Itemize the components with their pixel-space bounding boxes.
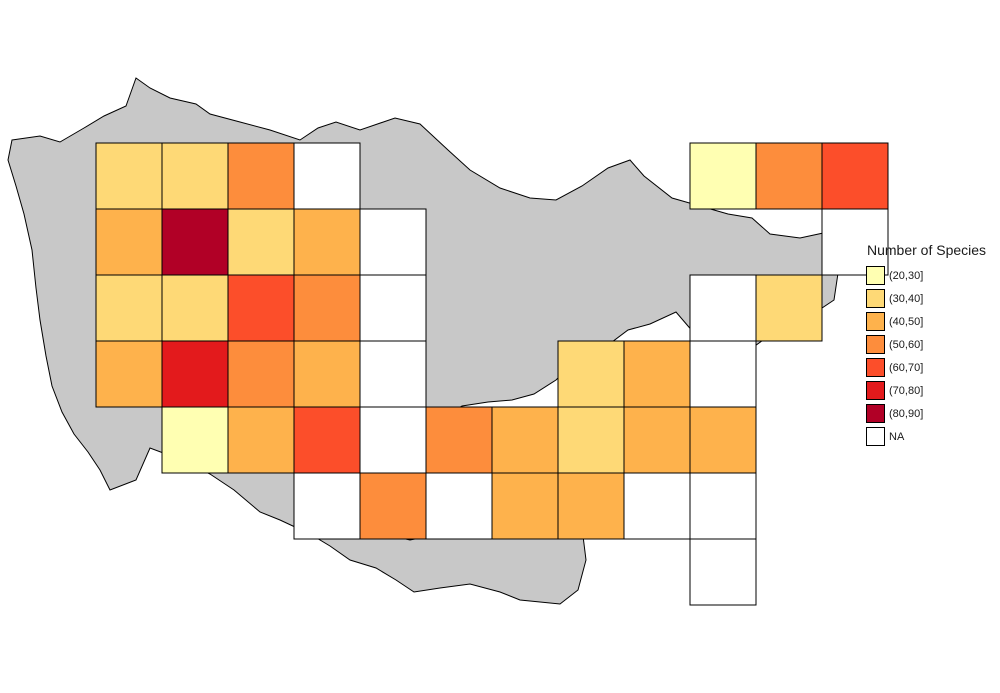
legend-swatch — [866, 312, 885, 331]
map-legend: Number of Species (20,30] (30,40] (40,50](… — [866, 242, 986, 448]
grid-cell — [425, 472, 493, 540]
grid-cell — [359, 406, 427, 474]
grid-cell — [161, 208, 229, 276]
legend-swatch — [866, 404, 885, 423]
grid-cell — [359, 472, 427, 540]
grid-cell — [425, 406, 493, 474]
grid-cell — [95, 208, 163, 276]
grid-cell — [293, 406, 361, 474]
grid-cell — [95, 274, 163, 342]
legend-label: (40,50] — [889, 315, 924, 328]
legend-title: Number of Species — [867, 242, 987, 258]
grid-cell — [359, 208, 427, 276]
legend-label: (30,40] — [889, 292, 924, 305]
grid-cell — [161, 274, 229, 342]
grid-cell — [227, 406, 295, 474]
grid-cell — [491, 472, 559, 540]
legend-items: (20,30] (30,40] (40,50] (50,60] (60,70] (70,8… — [866, 264, 986, 448]
grid-cell — [161, 406, 229, 474]
grid-cell — [821, 142, 889, 210]
legend-swatch — [866, 335, 885, 354]
grid-cell — [161, 340, 229, 408]
grid-cell — [227, 142, 295, 210]
grid-cell — [623, 406, 691, 474]
legend-swatch — [866, 358, 885, 377]
grid-cell — [293, 208, 361, 276]
grid-cell — [227, 274, 295, 342]
legend-item: (20,30] — [866, 264, 986, 287]
grid-cell — [689, 472, 757, 540]
legend-swatch — [866, 266, 885, 285]
legend-label: (80,90] — [889, 407, 924, 420]
legend-label: (20,30] — [889, 269, 924, 282]
grid-cell — [95, 142, 163, 210]
grid-cell — [623, 340, 691, 408]
grid-cell — [821, 208, 889, 276]
legend-swatch — [866, 427, 885, 446]
grid-cells — [95, 142, 889, 606]
grid-cell — [293, 340, 361, 408]
legend-item: (70,80] — [866, 379, 986, 402]
legend-label: (50,60] — [889, 338, 924, 351]
grid-cell — [689, 274, 757, 342]
grid-cell — [557, 340, 625, 408]
grid-cell — [293, 274, 361, 342]
legend-item: (50,60] — [866, 333, 986, 356]
grid-cell — [359, 340, 427, 408]
legend-item: (30,40] — [866, 287, 986, 310]
grid-cell — [689, 538, 757, 606]
legend-item: NA — [866, 425, 986, 448]
legend-swatch — [866, 381, 885, 400]
grid-cell — [359, 274, 427, 342]
grid-cell — [293, 142, 361, 210]
grid-cell — [293, 472, 361, 540]
legend-label: NA — [889, 430, 905, 443]
grid-cell — [227, 208, 295, 276]
grid-cell — [161, 142, 229, 210]
grid-cell — [689, 142, 757, 210]
grid-cell — [557, 406, 625, 474]
grid-cell — [227, 340, 295, 408]
legend-item: (60,70] — [866, 356, 986, 379]
grid-cell — [755, 274, 823, 342]
legend-item: (80,90] — [866, 402, 986, 425]
legend-label: (70,80] — [889, 384, 924, 397]
grid-cell — [623, 472, 691, 540]
grid-cell — [689, 340, 757, 408]
grid-cell — [755, 142, 823, 210]
legend-item: (40,50] — [866, 310, 986, 333]
grid-cell — [491, 406, 559, 474]
legend-label: (60,70] — [889, 361, 924, 374]
grid-cell — [689, 406, 757, 474]
grid-cell — [557, 472, 625, 540]
grid-cell — [95, 340, 163, 408]
legend-swatch — [866, 289, 885, 308]
